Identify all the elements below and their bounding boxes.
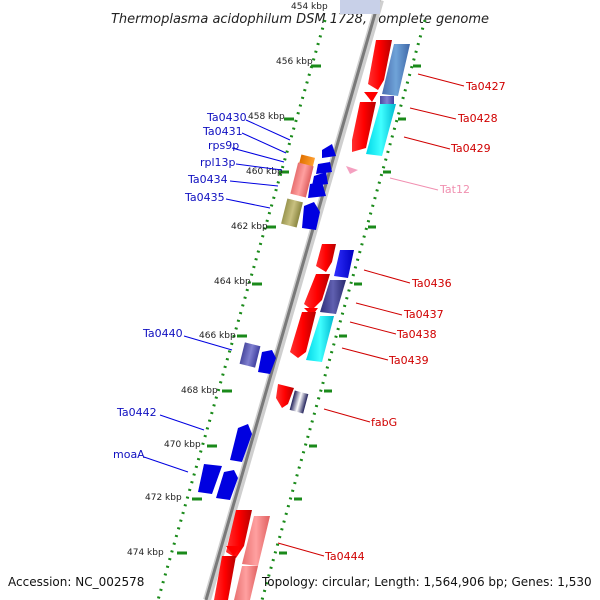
gene-ta0427-shade: [382, 44, 410, 96]
gene-rpl13p[interactable]: [312, 172, 328, 186]
gene-ta0439[interactable]: [306, 316, 334, 362]
trna-leader-line: [389, 177, 439, 191]
inner-dotted-track: [260, 19, 427, 600]
gene-label[interactable]: Ta0438: [396, 328, 437, 341]
accession-text: Accession: NC_002578: [8, 575, 144, 589]
left-leader-lines: [143, 119, 291, 473]
gene-ta0440[interactable]: [258, 350, 276, 374]
gene-label[interactable]: Tat12: [439, 183, 470, 196]
tick-label: 460 kbp: [246, 167, 283, 177]
gene-ta0445: [214, 556, 236, 600]
tick-label: 474 kbp: [127, 548, 164, 558]
gene-ta0430[interactable]: [322, 144, 336, 158]
gene-label[interactable]: Ta0444: [324, 550, 365, 563]
gene-label[interactable]: Ta0440: [142, 327, 183, 340]
genome-summary-text: Topology: circular; Length: 1,564,906 bp…: [261, 575, 592, 589]
gene-ta0444-pink: [242, 516, 270, 566]
top-clip-box: [340, 0, 380, 14]
gene-label[interactable]: Ta0431: [202, 125, 243, 138]
tick-labels: 456 kbp 458 kbp 460 kbp 462 kbp 464 kbp …: [127, 57, 313, 558]
tick-label: 470 kbp: [164, 440, 201, 450]
gene-label[interactable]: Ta0439: [388, 354, 429, 367]
right-gene-labels: Ta0427 Ta0428 Ta0429 Tat12 Ta0436 Ta0437…: [324, 80, 506, 563]
gene-label[interactable]: rps9p: [208, 139, 239, 152]
inner-tick-marks: [279, 64, 421, 555]
gene-ta0435-olive: [281, 198, 303, 228]
gene-ta0437[interactable]: [304, 274, 330, 310]
gene-fabg[interactable]: [276, 384, 294, 408]
gene-ta0437-purple: [320, 280, 346, 314]
right-leader-lines: [277, 73, 465, 557]
gene-ta0436-blue: [334, 250, 354, 278]
gene-ta0436[interactable]: [316, 244, 336, 272]
tick-label: 468 kbp: [181, 386, 218, 396]
gene-rps9p[interactable]: [316, 162, 332, 174]
gene-ta0435[interactable]: [302, 202, 320, 230]
gene-fabg-navy: [289, 390, 309, 414]
tick-label-454: 454 kbp: [291, 2, 328, 12]
gene-label[interactable]: moaA: [113, 448, 145, 461]
gene-label[interactable]: Ta0436: [411, 277, 452, 290]
gene-ta0434[interactable]: [308, 182, 326, 198]
gene-moaa-2: [216, 470, 238, 500]
tick-label: 456 kbp: [276, 57, 313, 67]
tick-label: 466 kbp: [199, 331, 236, 341]
gene-ta0429[interactable]: [366, 104, 396, 156]
genome-backbone: [204, 0, 381, 600]
gene-small-slate: [380, 96, 394, 104]
gene-label[interactable]: Ta0429: [450, 142, 491, 155]
tick-marks: [177, 64, 321, 555]
tick-label: 472 kbp: [145, 493, 182, 503]
gene-label[interactable]: Ta0428: [457, 112, 498, 125]
map-title: Thermoplasma acidophilum DSM 1728, compl…: [111, 12, 489, 27]
tick-label: 464 kbp: [214, 277, 251, 287]
gene-ta0438[interactable]: [290, 312, 316, 358]
tick-label: 458 kbp: [248, 112, 285, 122]
gene-pink-block: [290, 162, 314, 198]
gene-ta0440-slate: [239, 342, 261, 368]
gene-label[interactable]: fabG: [371, 416, 397, 429]
right-gene-features: [214, 40, 410, 600]
gene-ta0445-pink: [234, 566, 258, 600]
gene-tat12[interactable]: [346, 166, 358, 174]
gene-label[interactable]: Ta0437: [403, 308, 444, 321]
gene-label[interactable]: Ta0430: [206, 111, 247, 124]
tick-label: 462 kbp: [231, 222, 268, 232]
gene-label[interactable]: rpl13p: [200, 156, 236, 169]
left-gene-features: [198, 144, 336, 500]
gene-label[interactable]: Ta0434: [187, 173, 228, 186]
gene-ta0427[interactable]: [368, 40, 392, 90]
left-gene-labels: Ta0430 Ta0431 rps9p rpl13p Ta0434 Ta0435…: [113, 111, 247, 461]
gene-small-red-arrow: [364, 92, 378, 102]
gene-ta0442[interactable]: [230, 424, 252, 462]
gene-moaa[interactable]: [198, 464, 222, 494]
gene-ta0444-arrow: [226, 546, 240, 556]
gene-ta0428[interactable]: [352, 102, 376, 152]
gene-label[interactable]: Ta0435: [184, 191, 225, 204]
gene-label[interactable]: Ta0442: [116, 406, 157, 419]
gene-label[interactable]: Ta0427: [465, 80, 506, 93]
